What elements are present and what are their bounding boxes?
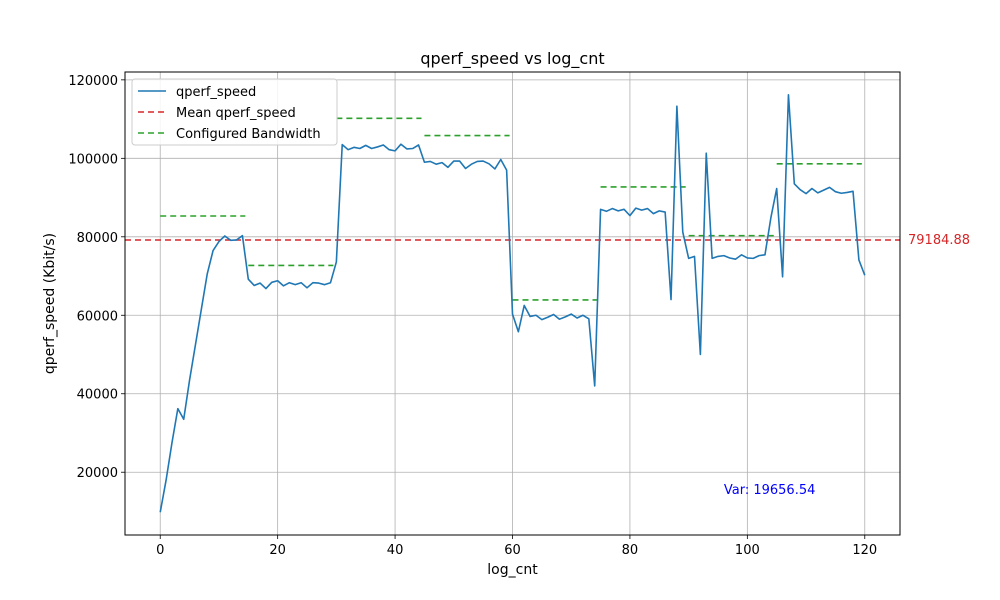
mean-value-label: 79184.88 <box>908 233 970 248</box>
x-tick-label: 40 <box>387 543 404 558</box>
legend-label-qperf-speed: qperf_speed <box>176 85 256 100</box>
x-axis-label: log_cnt <box>487 562 538 578</box>
qperf-speed-series <box>159 93 866 513</box>
y-tick-label: 20000 <box>77 466 118 481</box>
legend-label-configured: Configured Bandwidth <box>176 127 321 142</box>
x-tick-label: 100 <box>735 543 760 558</box>
chart-title: qperf_speed vs log_cnt <box>420 49 604 69</box>
x-tick-label: 20 <box>269 543 286 558</box>
axis-ticks: 0 20 40 60 80 100 120 20000 40000 60000 80000 10000… <box>68 74 877 558</box>
legend-label-mean: Mean qperf_speed <box>176 106 296 121</box>
x-tick-label: 80 <box>622 543 639 558</box>
y-axis-label: qperf_speed (Kbit/s) <box>42 233 58 374</box>
y-tick-label: 60000 <box>77 309 118 324</box>
legend: qperf_speed Mean qperf_speed Configured … <box>131 78 338 146</box>
x-tick-label: 0 <box>156 543 164 558</box>
x-tick-label: 120 <box>852 543 877 558</box>
x-tick-label: 60 <box>504 543 521 558</box>
configured-bandwidth-series <box>160 117 862 301</box>
qperf-speed-line <box>159 93 866 513</box>
y-tick-label: 100000 <box>68 152 118 167</box>
y-tick-label: 40000 <box>77 388 118 403</box>
variance-label: Var: 19656.54 <box>724 483 816 498</box>
y-tick-label: 80000 <box>77 231 118 246</box>
legend-box <box>131 78 338 146</box>
y-tick-label: 120000 <box>68 74 118 89</box>
